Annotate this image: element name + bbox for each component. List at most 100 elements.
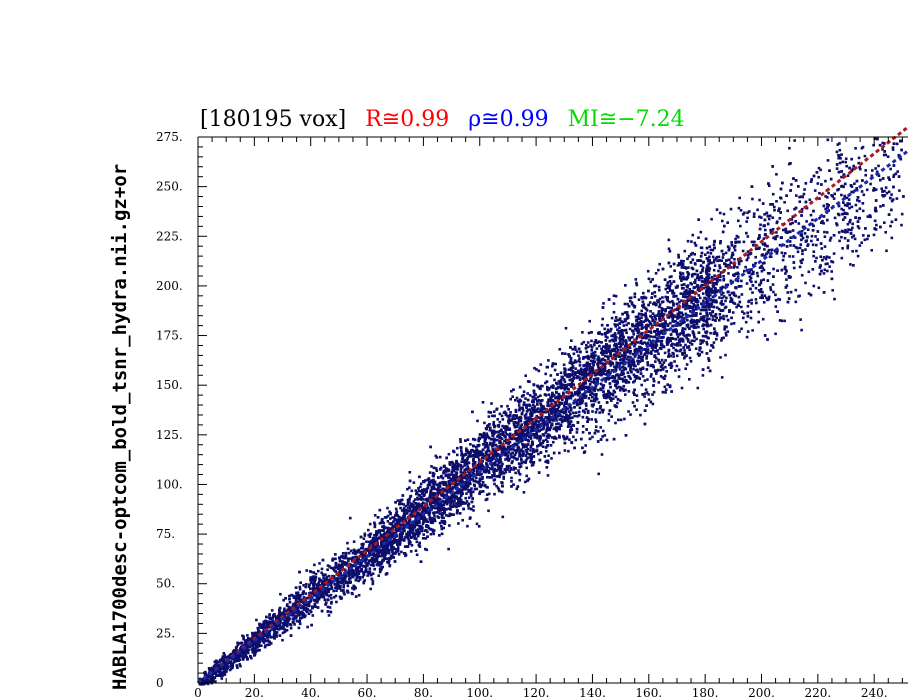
- scatter-point: [754, 255, 757, 259]
- scatter-point: [761, 262, 765, 265]
- scatter-point: [618, 367, 622, 371]
- scatter-point: [720, 296, 724, 300]
- scatter-point: [403, 512, 407, 516]
- scatter-point: [605, 392, 609, 396]
- scatter-point: [626, 348, 630, 352]
- scatter-point: [314, 578, 317, 582]
- scatter-point: [844, 157, 848, 160]
- scatter-point: [471, 471, 474, 474]
- scatter-point: [707, 285, 710, 289]
- scatter-point: [433, 487, 437, 491]
- scatter-point: [722, 212, 726, 216]
- scatter-point: [860, 190, 864, 193]
- scatter-point: [375, 533, 379, 536]
- scatter-point: [660, 311, 664, 314]
- scatter-point: [416, 528, 420, 531]
- scatter-point: [635, 349, 638, 353]
- scatter-point: [452, 486, 455, 489]
- scatter-point: [557, 380, 561, 383]
- scatter-point: [455, 476, 459, 479]
- scatter-point: [270, 609, 274, 612]
- scatter-point: [712, 298, 715, 302]
- scatter-point: [306, 625, 309, 629]
- scatter-point: [755, 271, 759, 275]
- scatter-point: [500, 405, 503, 408]
- scatter-point: [652, 377, 655, 381]
- scatter-point: [512, 455, 515, 458]
- scatter-point: [718, 296, 721, 299]
- scatter-point: [341, 552, 345, 555]
- scatter-point: [335, 600, 338, 604]
- scatter-point: [277, 614, 280, 618]
- scatter-point: [715, 306, 719, 309]
- scatter-point: [607, 348, 610, 352]
- scatter-point: [775, 173, 778, 176]
- scatter-point: [439, 468, 442, 471]
- scatter-point: [798, 200, 802, 203]
- scatter-point: [774, 298, 778, 302]
- scatter-point: [369, 563, 373, 567]
- scatter-point: [721, 256, 725, 259]
- scatter-point: [626, 302, 629, 306]
- scatter-point: [657, 381, 661, 384]
- scatter-point: [586, 409, 590, 413]
- scatter-point: [679, 292, 683, 295]
- scatter-point: [434, 454, 438, 458]
- scatter-point: [609, 327, 613, 331]
- scatter-point: [360, 546, 363, 550]
- scatter-point: [256, 649, 260, 652]
- scatter-point: [486, 443, 489, 447]
- scatter-point: [733, 258, 736, 261]
- scatter-point: [424, 479, 427, 482]
- scatter-point: [724, 353, 727, 357]
- scatter-point: [636, 399, 639, 402]
- scatter-point: [531, 395, 534, 399]
- scatter-point: [646, 352, 650, 355]
- scatter-point: [403, 545, 407, 548]
- scatter-point: [395, 512, 398, 516]
- scatter-point: [761, 243, 765, 246]
- scatter-point: [464, 482, 467, 486]
- scatter-point: [784, 265, 787, 269]
- scatter-point: [645, 309, 649, 312]
- scatter-point: [641, 375, 645, 378]
- scatter-point: [583, 411, 587, 414]
- scatter-point: [339, 585, 342, 588]
- scatter-point: [426, 530, 429, 534]
- scatter-point: [677, 253, 680, 257]
- scatter-point: [863, 238, 867, 242]
- scatter-point: [299, 600, 303, 603]
- scatter-point: [771, 192, 775, 196]
- scatter-point: [496, 435, 499, 438]
- scatter-point: [218, 658, 222, 662]
- scatter-point: [767, 217, 771, 221]
- scatter-point: [459, 467, 463, 471]
- scatter-point: [757, 289, 761, 292]
- scatter-point: [874, 167, 877, 170]
- scatter-point: [874, 188, 878, 191]
- scatter-point: [509, 411, 512, 414]
- scatter-point: [783, 319, 786, 323]
- scatter-point: [557, 422, 560, 425]
- scatter-point: [506, 414, 509, 418]
- scatter-point: [555, 404, 559, 407]
- scatter-point: [594, 418, 597, 421]
- scatter-point: [506, 468, 510, 471]
- scatter-point: [577, 354, 580, 357]
- scatter-point: [589, 377, 592, 381]
- scatter-point: [646, 341, 650, 345]
- scatter-point: [456, 497, 459, 501]
- scatter-point: [885, 191, 889, 195]
- scatter-point: [638, 323, 642, 327]
- scatter-point: [330, 597, 333, 600]
- scatter-point: [510, 476, 513, 480]
- scatter-point: [758, 198, 761, 202]
- scatter-point: [815, 243, 818, 247]
- scatter-point: [882, 153, 886, 157]
- scatter-point: [611, 369, 614, 372]
- scatter-point: [879, 205, 882, 208]
- scatter-point: [643, 392, 647, 395]
- scatter-point: [562, 391, 565, 395]
- scatter-point: [654, 284, 658, 288]
- scatter-point: [563, 449, 567, 452]
